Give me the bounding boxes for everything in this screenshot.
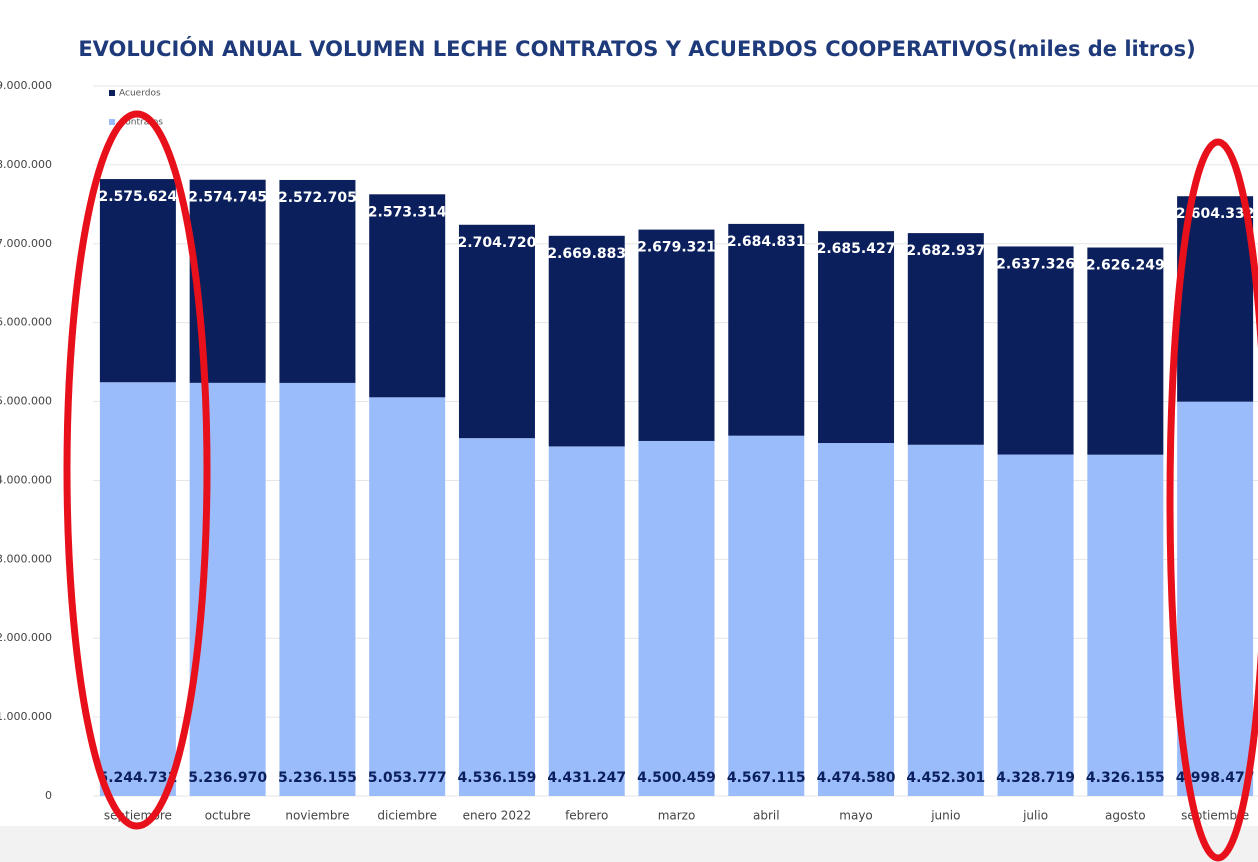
highlight-ellipse bbox=[1166, 138, 1258, 862]
value-label: 4.567.115 bbox=[727, 770, 806, 786]
bar-segment bbox=[818, 443, 895, 796]
value-label: 2.575.624 bbox=[98, 189, 177, 205]
bar-segment bbox=[997, 454, 1074, 796]
value-label: 4.326.155 bbox=[1086, 770, 1165, 786]
bar-segment bbox=[548, 446, 625, 796]
value-label: 2.704.720 bbox=[458, 235, 537, 251]
y-tick-label: 3.000.000 bbox=[0, 552, 52, 565]
x-tick-label: octubre bbox=[205, 809, 251, 823]
highlight-ellipse bbox=[63, 110, 211, 830]
value-label: 2.626.249 bbox=[1086, 258, 1165, 274]
bar-segment bbox=[997, 246, 1074, 455]
plot: 0 1.000.000 2.000.000 3.000.000 4.000.000 5.0… bbox=[0, 79, 1258, 823]
legend-swatch bbox=[109, 119, 115, 125]
value-label: 5.244.731 bbox=[98, 770, 177, 786]
value-label: 2.637.326 bbox=[996, 256, 1075, 272]
bar-segment bbox=[279, 179, 356, 383]
value-label: 2.573.314 bbox=[368, 204, 447, 220]
value-label: 4.452.301 bbox=[906, 770, 985, 786]
bar-segment bbox=[728, 223, 805, 436]
bar-segment bbox=[728, 435, 805, 796]
x-tick-label: julio bbox=[1022, 809, 1048, 823]
value-label: 4.998.477 bbox=[1176, 770, 1255, 786]
y-tick-label: 5.000.000 bbox=[0, 395, 52, 408]
bar-segment bbox=[818, 231, 895, 444]
y-tick-label: 2.000.000 bbox=[0, 631, 52, 644]
y-tick-label: 8.000.000 bbox=[0, 158, 52, 171]
value-label: 4.500.459 bbox=[637, 770, 716, 786]
bar-segment bbox=[1087, 454, 1164, 796]
value-label: 2.604.332 bbox=[1176, 206, 1255, 222]
value-label: 4.474.580 bbox=[817, 770, 896, 786]
x-tick-label: noviembre bbox=[285, 809, 349, 823]
chart-title: EVOLUCIÓN ANUAL VOLUMEN LECHE CONTRATOS … bbox=[78, 36, 1195, 61]
value-label: 4.328.719 bbox=[996, 770, 1075, 786]
y-tick-label: 4.000.000 bbox=[0, 473, 52, 486]
y-tick-label: 9.000.000 bbox=[0, 79, 52, 92]
y-tick-label: 1.000.000 bbox=[0, 710, 52, 723]
x-tick-label: junio bbox=[930, 809, 960, 823]
value-label: 2.572.705 bbox=[278, 190, 357, 206]
legend-label: Contratos bbox=[119, 118, 163, 128]
bar-segment bbox=[99, 179, 176, 383]
value-label: 2.682.937 bbox=[906, 243, 985, 259]
bar-segment bbox=[638, 229, 715, 441]
x-tick-label: agosto bbox=[1105, 809, 1146, 823]
x-tick-label: marzo bbox=[658, 809, 696, 823]
value-label: 4.536.159 bbox=[458, 770, 537, 786]
footer-band bbox=[0, 826, 1258, 862]
bar-segment bbox=[369, 397, 446, 796]
legend-swatch bbox=[109, 90, 115, 96]
bar-segment bbox=[458, 438, 535, 796]
bar-segment bbox=[99, 382, 176, 796]
bar-segment bbox=[1087, 247, 1164, 455]
value-label: 4.431.247 bbox=[547, 770, 626, 786]
value-label: 5.236.970 bbox=[188, 770, 267, 786]
y-tick-label: 7.000.000 bbox=[0, 237, 52, 250]
x-tick-label: diciembre bbox=[377, 809, 437, 823]
x-tick-label: febrero bbox=[565, 809, 608, 823]
y-tick-label: 6.000.000 bbox=[0, 316, 52, 329]
value-label: 2.684.831 bbox=[727, 234, 806, 250]
legend-label: Acuerdos bbox=[119, 89, 161, 99]
value-label: 2.669.883 bbox=[547, 246, 626, 262]
value-label: 2.679.321 bbox=[637, 240, 716, 256]
bar-segment bbox=[638, 440, 715, 796]
value-label: 5.236.155 bbox=[278, 770, 357, 786]
value-label: 5.053.777 bbox=[368, 770, 447, 786]
y-tick-label: 0 bbox=[45, 789, 52, 802]
value-label: 2.574.745 bbox=[188, 190, 267, 206]
bar-segment bbox=[548, 235, 625, 447]
bar-segment bbox=[279, 382, 356, 796]
x-tick-label: enero 2022 bbox=[463, 809, 532, 823]
bar-segment bbox=[369, 194, 446, 398]
bar-segment bbox=[907, 444, 984, 796]
x-tick-label: mayo bbox=[839, 809, 873, 823]
bar-segment bbox=[458, 224, 535, 439]
value-label: 2.685.427 bbox=[817, 241, 896, 257]
x-tick-label: abril bbox=[753, 809, 780, 823]
bar-segment bbox=[907, 233, 984, 445]
bar-segment bbox=[1177, 401, 1254, 796]
